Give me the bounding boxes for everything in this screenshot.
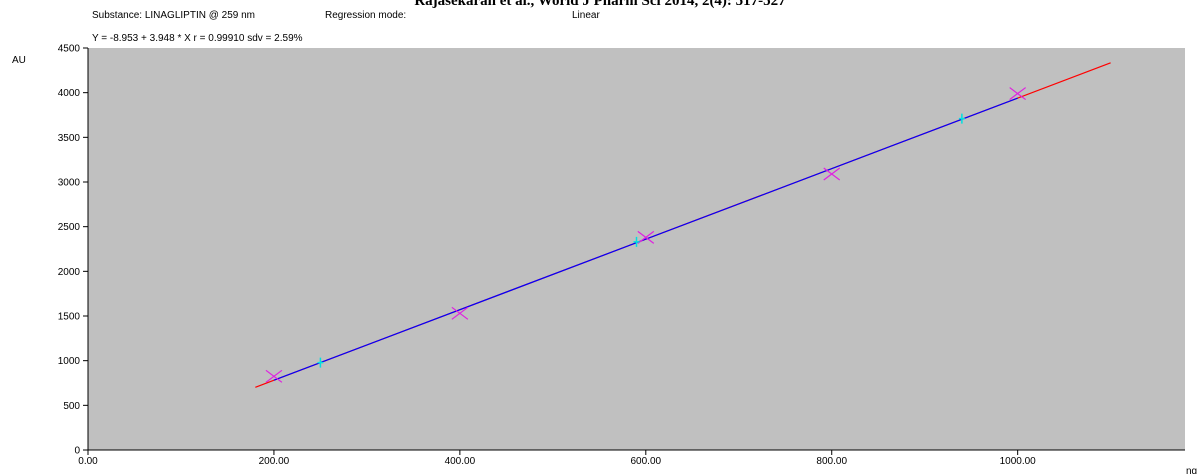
x-tick-label: 200.00 <box>259 456 290 467</box>
y-tick-label: 1000 <box>58 356 81 367</box>
y-tick-label: 1500 <box>58 312 81 323</box>
y-axis-label: AU <box>12 55 26 66</box>
x-tick-label: 800.00 <box>816 456 847 467</box>
annotation: Y = -8.953 + 3.948 * X r = 0.99910 sdv =… <box>92 33 303 44</box>
chart-title: Rajasekaran et al., World J Pharm Sci 20… <box>414 0 786 9</box>
track-marker <box>633 236 640 247</box>
data-point <box>637 230 655 244</box>
annotation: Linear <box>572 10 600 21</box>
y-tick-label: 4000 <box>58 88 81 99</box>
data-point <box>451 306 469 320</box>
data-point <box>265 369 283 383</box>
y-tick-label: 4500 <box>58 44 81 55</box>
y-tick-label: 3000 <box>58 178 81 189</box>
x-tick-label: 0.00 <box>78 456 98 467</box>
x-tick-label: 600.00 <box>630 456 661 467</box>
plot-area <box>88 48 1185 450</box>
regression-line <box>273 97 1018 381</box>
data-point <box>1009 87 1027 101</box>
x-axis-label: ng <box>1186 466 1197 474</box>
data-point <box>823 167 841 181</box>
annotation: Regression mode: <box>325 10 406 21</box>
y-tick-label: 500 <box>63 401 80 412</box>
track-marker <box>958 113 965 124</box>
x-tick-label: 1000.00 <box>1000 456 1037 467</box>
y-tick-label: 0 <box>74 446 80 457</box>
annotation: Substance: LINAGLIPTIN @ 259 nm <box>92 10 255 21</box>
x-tick-label: 400.00 <box>445 456 476 467</box>
y-tick-label: 2000 <box>58 267 81 278</box>
y-tick-label: 3500 <box>58 133 81 144</box>
track-marker <box>317 357 324 368</box>
y-tick-label: 2500 <box>58 222 81 233</box>
